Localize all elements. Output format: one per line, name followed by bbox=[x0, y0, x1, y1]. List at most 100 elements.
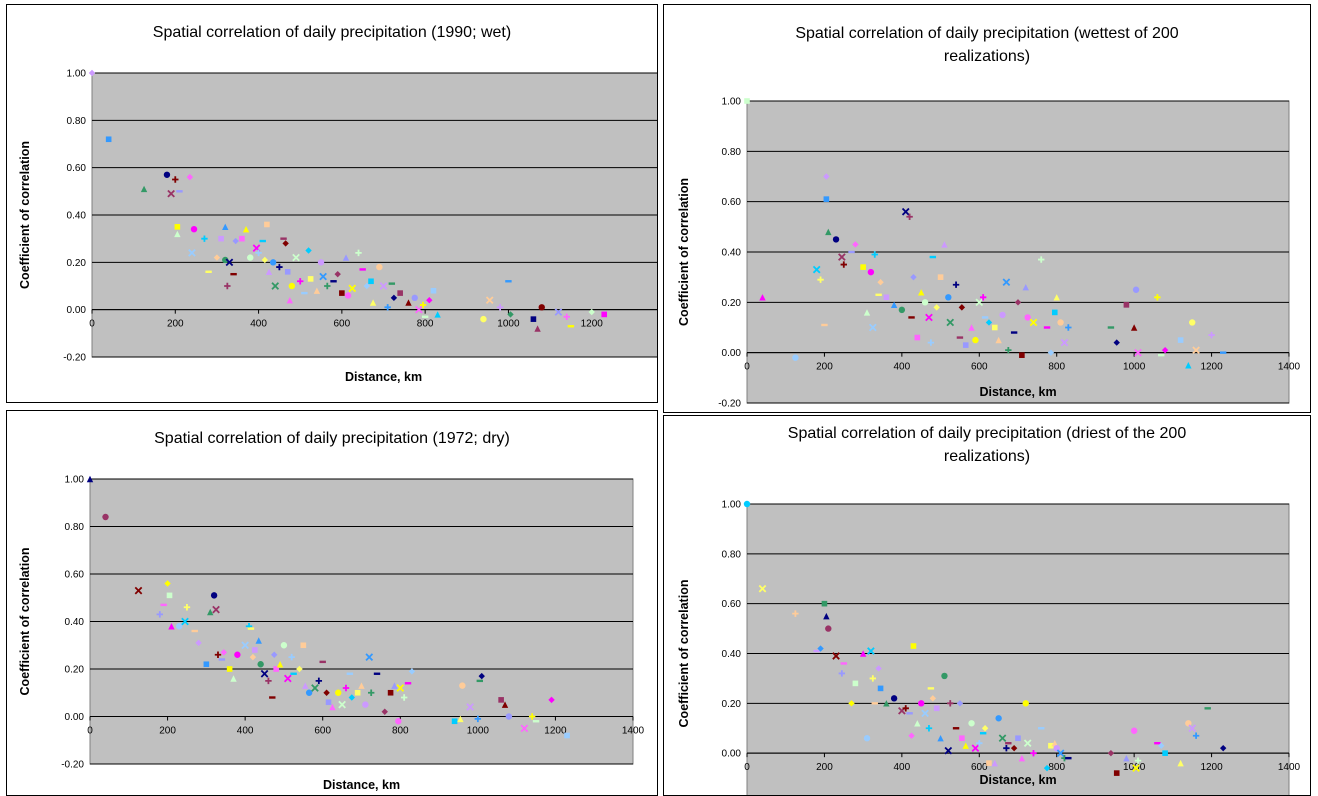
data-point bbox=[863, 735, 871, 742]
data-point bbox=[324, 282, 331, 290]
y-tick-label: 0.40 bbox=[67, 211, 87, 222]
data-point bbox=[325, 699, 332, 706]
data-point bbox=[840, 662, 847, 665]
data-point bbox=[743, 500, 751, 508]
data-point bbox=[252, 647, 258, 653]
data-point bbox=[863, 309, 871, 316]
x-tick-label: 800 bbox=[1048, 762, 1065, 773]
data-point bbox=[505, 713, 513, 720]
data-point bbox=[207, 608, 214, 616]
data-point bbox=[792, 354, 799, 361]
data-point bbox=[1208, 331, 1215, 339]
data-point bbox=[230, 675, 237, 682]
data-point bbox=[937, 735, 944, 742]
x-tick-label: 400 bbox=[894, 762, 911, 773]
data-point bbox=[1022, 700, 1029, 707]
data-point bbox=[220, 649, 228, 656]
data-point bbox=[1005, 742, 1012, 745]
data-point bbox=[505, 280, 512, 283]
data-point bbox=[979, 294, 987, 301]
data-point bbox=[991, 324, 998, 331]
data-point bbox=[1113, 339, 1120, 346]
data-point bbox=[962, 742, 969, 749]
data-point bbox=[296, 665, 303, 673]
data-point bbox=[1023, 739, 1032, 748]
data-point bbox=[218, 658, 226, 661]
chart-title-line: Spatial correlation of daily precipitati… bbox=[788, 425, 1187, 442]
data-point bbox=[405, 299, 412, 306]
data-point bbox=[334, 270, 341, 278]
data-point bbox=[379, 282, 388, 290]
plot-area bbox=[746, 503, 1290, 795]
data-point bbox=[921, 299, 929, 306]
data-point bbox=[234, 651, 241, 658]
y-tick-label: 0.00 bbox=[722, 749, 742, 760]
data-point bbox=[1005, 346, 1012, 354]
y-tick-label: 0.80 bbox=[65, 522, 85, 533]
y-tick-label: 0.20 bbox=[722, 699, 742, 710]
data-point bbox=[554, 308, 563, 316]
data-point bbox=[348, 694, 356, 701]
data-point bbox=[164, 580, 171, 587]
data-point bbox=[1010, 331, 1018, 334]
data-point bbox=[224, 282, 231, 290]
data-point bbox=[191, 629, 198, 633]
chart-svg: Spatial correlation of daily precipitati… bbox=[18, 24, 657, 384]
data-point bbox=[1003, 744, 1010, 752]
data-point bbox=[1015, 735, 1021, 742]
x-tick-label: 1000 bbox=[467, 726, 490, 737]
x-tick-label: 1400 bbox=[1278, 762, 1301, 773]
x-axis-title: Distance, km bbox=[979, 773, 1056, 787]
data-point bbox=[190, 226, 198, 233]
data-point bbox=[102, 513, 109, 521]
data-point bbox=[906, 712, 913, 715]
chart-title-line: realizations) bbox=[944, 448, 1030, 465]
data-point bbox=[868, 323, 877, 332]
data-point bbox=[538, 304, 545, 311]
data-point bbox=[883, 700, 890, 707]
data-point bbox=[222, 223, 229, 231]
y-tick-label: 0.00 bbox=[65, 712, 85, 723]
data-point bbox=[1132, 764, 1140, 772]
data-point bbox=[1219, 744, 1227, 752]
data-point bbox=[311, 684, 319, 692]
data-point bbox=[823, 612, 830, 620]
data-point bbox=[167, 189, 175, 198]
x-tick-label: 200 bbox=[816, 362, 833, 373]
data-point bbox=[338, 700, 346, 709]
data-point bbox=[222, 256, 229, 264]
data-point bbox=[999, 311, 1006, 319]
data-point bbox=[848, 250, 855, 254]
data-point bbox=[260, 669, 269, 678]
data-point bbox=[901, 207, 910, 216]
chart-svg: Spatial correlation of daily precipitati… bbox=[677, 25, 1301, 410]
data-point bbox=[302, 682, 309, 689]
data-point bbox=[918, 289, 925, 296]
data-point bbox=[832, 652, 840, 660]
data-point bbox=[927, 687, 935, 690]
data-point bbox=[838, 253, 846, 261]
data-point bbox=[875, 293, 882, 296]
data-point bbox=[975, 298, 984, 307]
data-point bbox=[319, 660, 326, 664]
y-tick-label: 1.00 bbox=[65, 475, 85, 486]
data-point bbox=[305, 689, 313, 696]
data-point bbox=[292, 253, 300, 262]
data-point bbox=[925, 313, 933, 322]
data-point bbox=[276, 661, 284, 668]
x-tick-label: 1000 bbox=[1123, 362, 1146, 373]
data-point bbox=[944, 746, 953, 755]
data-point bbox=[480, 315, 487, 323]
x-tick-label: 600 bbox=[971, 362, 988, 373]
data-point bbox=[1132, 286, 1140, 293]
data-point bbox=[1123, 754, 1130, 762]
chart-title-line: realizations) bbox=[944, 48, 1030, 65]
data-point bbox=[1204, 707, 1211, 710]
data-point bbox=[968, 324, 975, 331]
data-point bbox=[230, 272, 237, 276]
data-point bbox=[313, 287, 321, 294]
data-point bbox=[914, 334, 921, 341]
data-point bbox=[376, 263, 383, 271]
data-point bbox=[269, 259, 277, 266]
data-point bbox=[852, 241, 859, 248]
